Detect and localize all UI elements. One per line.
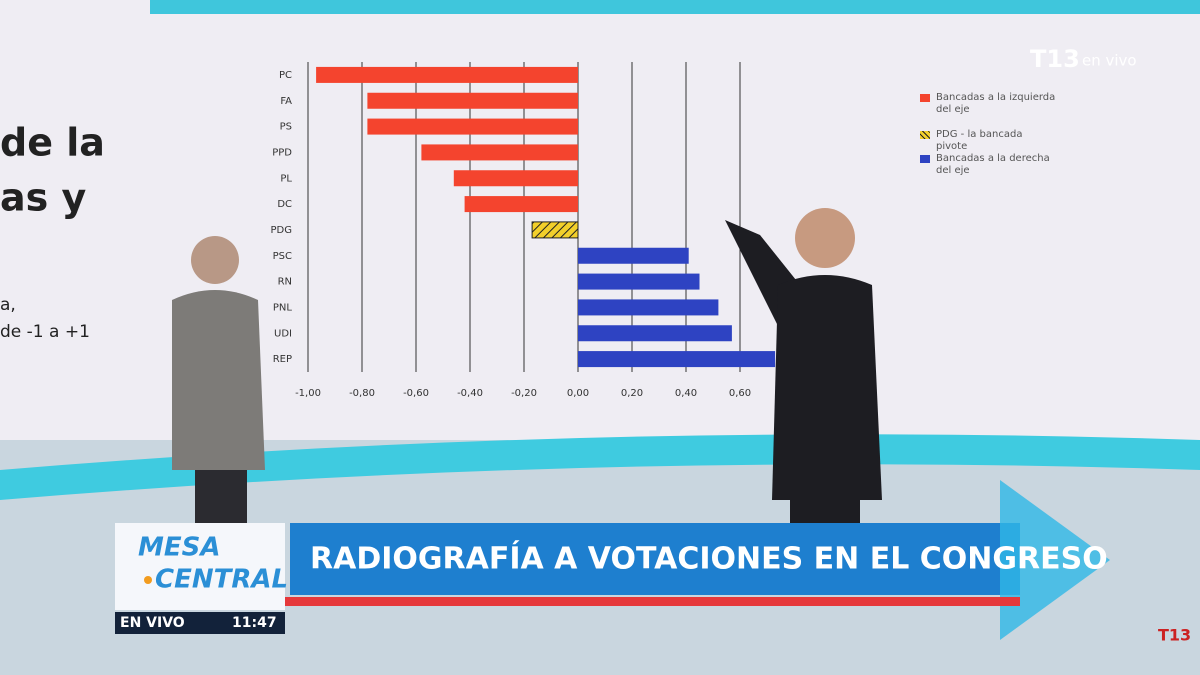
live-bar	[115, 612, 285, 634]
x-tick-label: -0,40	[457, 388, 483, 399]
headline-bar	[290, 523, 1020, 595]
bar	[453, 170, 578, 187]
x-tick-label: 0,20	[621, 388, 643, 399]
chart: -1,00 -0,80 -0,60 -0,40 -0,20 0,00 0,20 0,40 0,6…	[271, 62, 776, 399]
y-tick-label: FA	[280, 96, 292, 107]
x-tick-label: -0,60	[403, 388, 429, 399]
legend-label: PDG - la bancada pivote	[936, 129, 1023, 152]
y-tick-label: REP	[273, 354, 292, 365]
side-text: as y	[0, 176, 86, 220]
x-tick-label: -0,80	[349, 388, 375, 399]
x-tick-label: -1,00	[295, 388, 321, 399]
y-tick-label: UDI	[274, 328, 292, 339]
side-text: de -1 a +1	[0, 322, 90, 342]
show-logo: MESA	[138, 533, 220, 563]
legend-label: Bancadas a la derecha del eje	[936, 153, 1050, 176]
y-tick-label: PC	[279, 70, 292, 81]
presenter-left	[172, 236, 265, 525]
legend-swatch	[920, 94, 930, 102]
y-tick-label: PS	[280, 122, 292, 133]
live-label: EN VIVO	[120, 615, 185, 631]
floor-stripe	[0, 434, 1200, 500]
corner-logo: T13	[1158, 626, 1191, 645]
bar	[464, 196, 578, 213]
y-tick-label: RN	[278, 277, 292, 288]
x-tick-label: -0,20	[511, 388, 537, 399]
y-tick-label: PDG	[271, 225, 292, 236]
side-text: a,	[0, 295, 16, 315]
y-tick-label: DC	[277, 199, 292, 210]
live-tag: en vivo	[1082, 52, 1137, 70]
show-logo: CENTRAL	[155, 565, 288, 595]
red-rule	[285, 597, 1020, 606]
bar	[578, 247, 689, 264]
bar	[578, 325, 732, 342]
x-tick-label: 0,40	[675, 388, 697, 399]
y-tick-label: PNL	[273, 302, 293, 313]
y-tick-label: PPD	[272, 147, 292, 158]
bar	[367, 92, 578, 109]
bar	[578, 351, 776, 368]
legend-swatch	[920, 155, 930, 163]
bar	[421, 144, 578, 161]
presenter-right	[725, 208, 882, 530]
show-logo-box	[115, 523, 285, 610]
legend-label: Bancadas a la izquierda del eje	[936, 92, 1056, 115]
y-tick-label: PSC	[273, 251, 292, 262]
side-text: de la	[0, 121, 105, 165]
headline-arrow	[1000, 480, 1110, 640]
headline: RADIOGRAFÍA A VOTACIONES EN EL CONGRESO	[310, 541, 1108, 577]
channel-logo: T13	[1030, 45, 1080, 73]
x-tick-label: 0,60	[729, 388, 751, 399]
logo-dot	[144, 576, 152, 584]
x-tick-label: 0,00	[567, 388, 589, 399]
bar	[367, 118, 578, 135]
bar	[316, 66, 578, 83]
clock: 11:47	[232, 615, 277, 631]
bar	[578, 273, 700, 290]
top-stripe	[150, 0, 1200, 14]
bar	[531, 221, 579, 239]
bar	[578, 299, 719, 316]
legend-swatch	[920, 131, 930, 139]
y-tick-label: PL	[280, 173, 292, 184]
